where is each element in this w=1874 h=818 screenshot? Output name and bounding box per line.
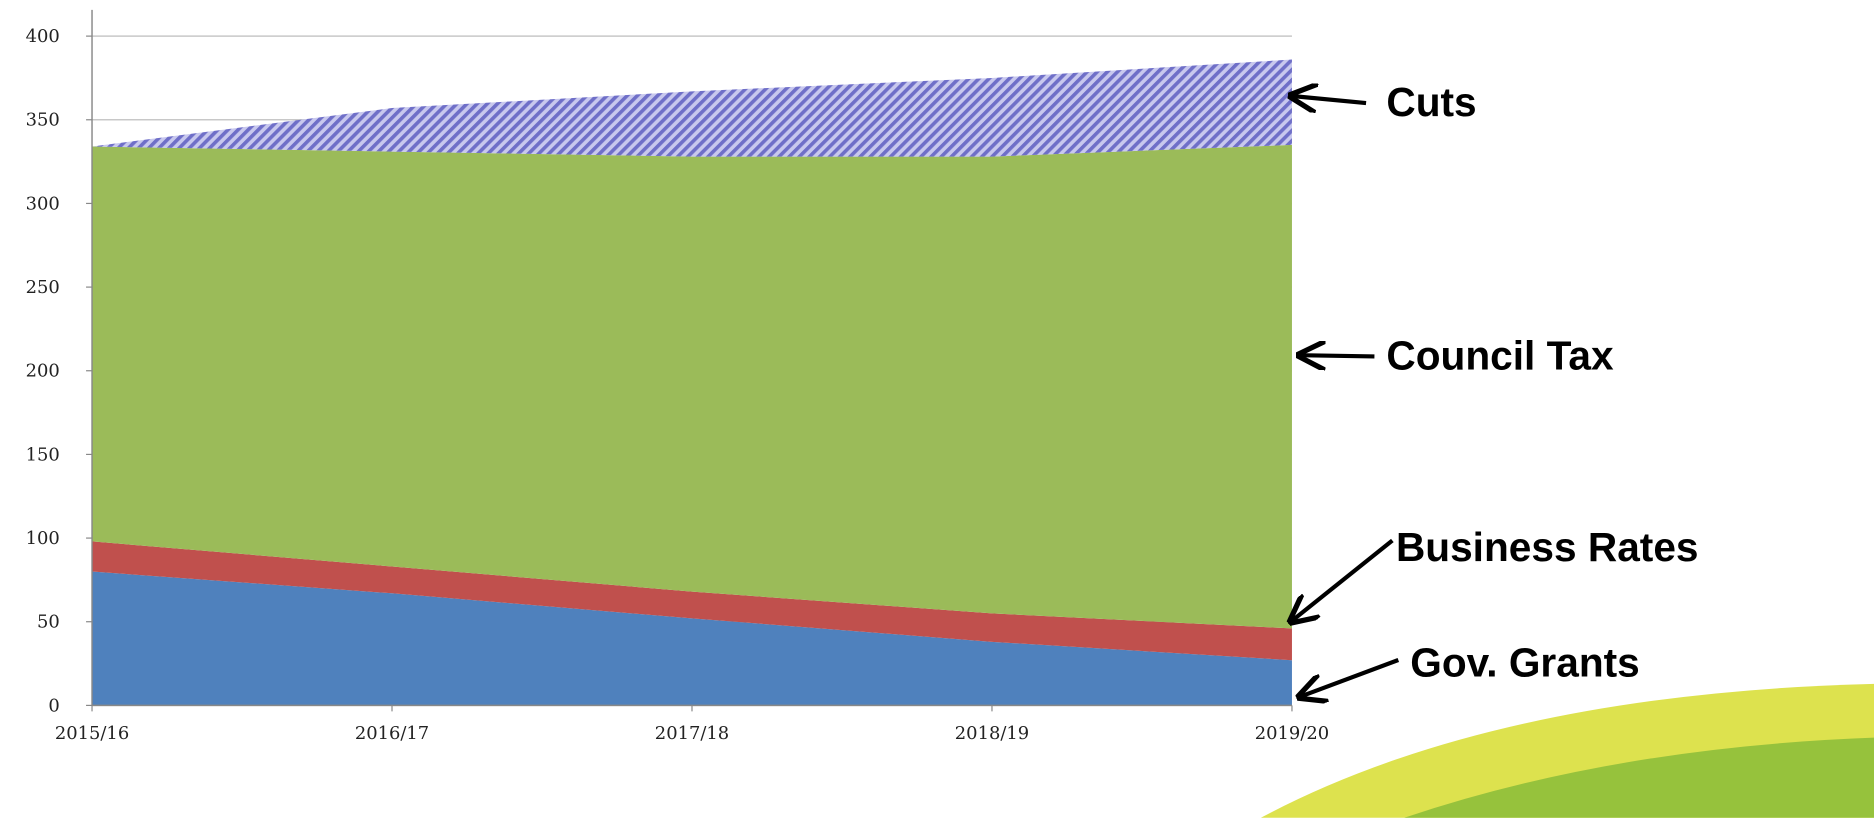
x-tick-label: 2015/16	[55, 723, 129, 744]
x-tick-label: 2019/20	[1255, 723, 1329, 744]
y-tick-label: 250	[26, 277, 60, 298]
y-tick-label: 0	[48, 695, 59, 716]
arrow	[1299, 658, 1400, 697]
y-tick-label: 100	[26, 528, 60, 549]
area	[92, 59, 1292, 157]
y-tick-label: 350	[26, 110, 60, 131]
series-label: Business Rates	[1396, 524, 1699, 570]
annotations: Gov. Grants Business Rates Council Tax Cuts	[1291, 79, 1699, 697]
y-tick-label: 150	[26, 444, 60, 465]
arrow	[1291, 538, 1394, 621]
area	[92, 571, 1292, 706]
area	[92, 144, 1292, 629]
series-label: Gov. Grants	[1410, 640, 1640, 686]
series-label: Cuts	[1386, 79, 1476, 125]
series-label: Council Tax	[1386, 333, 1614, 379]
x-tick-label: 2016/17	[355, 723, 429, 744]
y-tick-label: 200	[26, 361, 60, 382]
area	[92, 541, 1292, 661]
y-tick-label: 300	[26, 193, 60, 214]
x-tick-label: 2018/19	[955, 723, 1029, 744]
decor-swoosh	[1404, 737, 1874, 818]
y-tick-label: 400	[26, 26, 60, 47]
y-tick-label: 50	[37, 612, 60, 633]
x-tick-label: 2017/18	[655, 723, 729, 744]
arrow	[1291, 96, 1367, 103]
arrow	[1299, 355, 1375, 356]
